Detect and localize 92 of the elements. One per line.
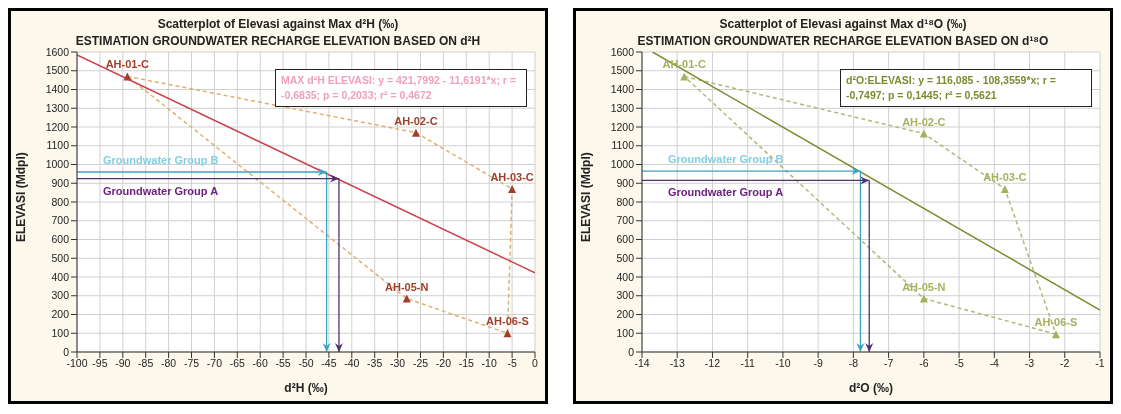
x-tick-label: -40 <box>344 357 360 370</box>
ref-line-label: Groundwater Group A <box>668 186 784 199</box>
x-tick-label: -5 <box>507 357 517 370</box>
x-tick-label: -8 <box>848 357 859 370</box>
y-tick-label: 400 <box>51 270 70 283</box>
x-tick-label: -50 <box>298 357 314 370</box>
annotation: AH-03-C <box>983 170 1027 183</box>
x-tick-label: -3 <box>1024 357 1035 370</box>
x-tick-label: -25 <box>412 357 429 370</box>
y-tick-label: 300 <box>616 289 635 302</box>
annotation: AH-02-C <box>394 114 438 127</box>
chart-title: Scatterplot of Elevasi against Max d²H (‰) <box>156 17 400 31</box>
annotation: AH-06-S <box>1034 316 1078 329</box>
x-tick-label: -13 <box>669 357 685 370</box>
x-tick-label: -100 <box>66 357 88 370</box>
ref-line-label: Groundwater Group B <box>103 153 219 166</box>
y-tick-label: 700 <box>616 214 635 227</box>
x-tick-label: -11 <box>740 357 756 370</box>
x-tick-label: -10 <box>481 357 497 370</box>
annotation: AH-05-N <box>385 280 429 293</box>
x-tick-label: -5 <box>954 357 964 370</box>
x-tick-label: -45 <box>321 357 337 370</box>
x-tick-label: -85 <box>138 357 154 370</box>
x-tick-label: -6 <box>919 357 929 370</box>
y-tick-label: 1500 <box>610 64 635 77</box>
y-tick-label: 1200 <box>45 120 70 133</box>
x-tick-label: -9 <box>813 357 823 370</box>
y-tick-label: 1600 <box>610 45 635 58</box>
y-tick-label: 1300 <box>45 101 70 114</box>
x-tick-label: -65 <box>229 357 246 370</box>
annotation: AH-02-C <box>902 115 946 128</box>
y-tick-label: 500 <box>51 251 70 264</box>
y-tick-label: 0 <box>628 345 635 358</box>
y-tick-label: 600 <box>616 233 635 246</box>
x-tick-label: -1 <box>1095 357 1105 370</box>
x-tick-label: -70 <box>206 357 223 370</box>
chart-subtitle: ESTIMATION GROUNDWATER RECHARGE ELEVATION BASED ON d¹⁸O <box>637 34 1049 48</box>
x-tick-label: -55 <box>275 357 291 370</box>
y-tick-label: 1000 <box>45 158 70 171</box>
text-box: MAX d²H ELEVASI: y = 421,7992 - 11,6191*x; r = -0,6835; p = 0,2033; r² = 0,4672 <box>275 69 527 107</box>
y-tick-label: 800 <box>616 195 635 208</box>
x-tick-label: -14 <box>634 357 650 370</box>
x-tick-label: -80 <box>161 357 177 370</box>
y-tick-label: 1000 <box>610 158 635 171</box>
y-tick-label: 1200 <box>610 120 635 133</box>
y-tick-label: 600 <box>51 233 70 246</box>
y-tick-label: 800 <box>51 195 70 208</box>
annotation: AH-06-S <box>486 315 529 328</box>
x-tick-label: -75 <box>183 357 200 370</box>
y-tick-label: 1600 <box>45 45 70 58</box>
x-tick-label: -4 <box>989 357 1000 370</box>
x-tick-label: -15 <box>458 357 475 370</box>
annotation: AH-01-C <box>105 58 150 71</box>
x-tick-label: -2 <box>1060 357 1070 370</box>
x-tick-label: -7 <box>883 357 894 370</box>
y-tick-label: 100 <box>51 326 70 339</box>
chart-subtitle: ESTIMATION GROUNDWATER RECHARGE ELEVATION BASED ON d²H <box>75 34 481 48</box>
x-tick-label: 0 <box>532 357 539 370</box>
y-tick-label: 1400 <box>45 83 70 96</box>
y-tick-label: 1100 <box>46 139 70 152</box>
x-tick-label: -10 <box>775 357 791 370</box>
y-tick-label: 100 <box>616 326 635 339</box>
x-axis-title: d²O (‰) <box>849 381 893 395</box>
y-tick-label: 200 <box>616 308 635 321</box>
x-axis-title: d²H (‰) <box>284 381 328 395</box>
ref-line-label: Groundwater Group B <box>668 152 784 165</box>
ref-line-label: Groundwater Group A <box>103 184 219 197</box>
y-tick-label: 200 <box>51 308 70 321</box>
annotation: AH-05-N <box>902 280 946 293</box>
y-tick-label: 500 <box>616 251 635 264</box>
x-tick-label: -20 <box>435 357 452 370</box>
y-tick-label: 900 <box>616 176 635 189</box>
x-tick-label: -90 <box>115 357 131 370</box>
y-tick-label: 300 <box>51 289 70 302</box>
y-tick-label: 1500 <box>45 64 70 77</box>
x-tick-label: -95 <box>92 357 108 370</box>
text-box: d²O:ELEVASI: y = 116,085 - 108,3559*x; r = -0,7497; p = 0,1445; r² = 0,5621 <box>840 69 1092 107</box>
x-tick-label: -30 <box>390 357 406 370</box>
y-axis-title: ELEVASI (Mdpl) <box>14 152 29 242</box>
y-tick-label: 900 <box>51 176 70 189</box>
x-tick-label: -35 <box>367 357 383 370</box>
y-tick-label: 400 <box>616 270 635 283</box>
y-tick-label: 1100 <box>611 139 635 152</box>
x-tick-label: -60 <box>252 357 268 370</box>
annotation: AH-03-C <box>490 170 534 183</box>
chart-title: Scatterplot of Elevasi against Max d¹⁸O (‰) <box>718 17 968 31</box>
y-axis-title: ELEVASI (Mdpl) <box>579 152 594 242</box>
x-tick-label: -12 <box>704 357 721 370</box>
y-tick-label: 1300 <box>610 101 635 114</box>
y-tick-label: 700 <box>51 214 70 227</box>
y-tick-label: 1400 <box>610 83 635 96</box>
y-tick-label: 0 <box>63 345 70 358</box>
